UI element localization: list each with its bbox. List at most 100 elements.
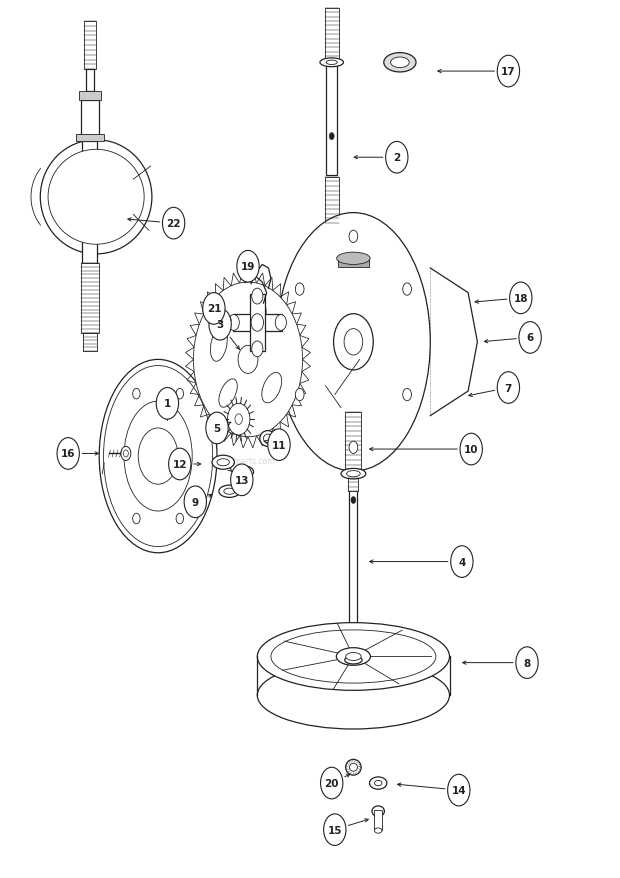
Ellipse shape — [251, 303, 266, 335]
Circle shape — [351, 497, 356, 504]
Ellipse shape — [239, 469, 249, 476]
Bar — [250, 295, 265, 351]
Circle shape — [133, 389, 140, 399]
Text: 2: 2 — [393, 153, 401, 163]
Circle shape — [121, 447, 131, 461]
Ellipse shape — [257, 623, 450, 690]
Circle shape — [295, 389, 304, 401]
Text: 11: 11 — [272, 440, 286, 450]
Text: 14: 14 — [451, 785, 466, 795]
Ellipse shape — [346, 759, 361, 775]
Ellipse shape — [262, 373, 281, 403]
Circle shape — [451, 546, 473, 578]
Bar — [374, 810, 382, 830]
Bar — [348, 474, 358, 492]
Circle shape — [252, 289, 263, 305]
Text: 18: 18 — [513, 293, 528, 304]
Ellipse shape — [282, 220, 425, 465]
Text: 7: 7 — [505, 383, 512, 393]
Circle shape — [448, 774, 470, 806]
Bar — [76, 135, 104, 142]
Ellipse shape — [234, 466, 254, 479]
Ellipse shape — [219, 486, 240, 498]
Circle shape — [403, 284, 412, 296]
Circle shape — [251, 314, 264, 332]
Ellipse shape — [104, 366, 213, 547]
Circle shape — [184, 486, 206, 518]
Bar — [338, 259, 369, 268]
Circle shape — [460, 434, 482, 465]
Ellipse shape — [372, 806, 384, 817]
Ellipse shape — [212, 456, 234, 470]
Text: 9: 9 — [192, 497, 199, 507]
Text: 12: 12 — [172, 459, 187, 470]
Circle shape — [237, 251, 259, 283]
Text: 20: 20 — [324, 778, 339, 788]
Bar — [81, 263, 99, 334]
Bar — [81, 101, 99, 136]
Circle shape — [162, 208, 185, 240]
Bar — [232, 314, 282, 332]
Text: 4: 4 — [458, 557, 466, 567]
Text: 3: 3 — [216, 320, 224, 330]
Ellipse shape — [326, 61, 337, 65]
Ellipse shape — [264, 435, 272, 443]
Bar — [345, 413, 361, 470]
Circle shape — [510, 283, 532, 314]
Text: 16: 16 — [61, 449, 76, 459]
Circle shape — [334, 314, 373, 371]
Bar — [79, 92, 101, 101]
Circle shape — [324, 814, 346, 846]
Bar — [350, 648, 357, 660]
Text: 21: 21 — [206, 304, 221, 314]
Ellipse shape — [217, 459, 229, 466]
Circle shape — [344, 329, 363, 356]
Circle shape — [349, 231, 358, 243]
Circle shape — [123, 450, 128, 457]
Bar — [86, 70, 94, 92]
Text: 22: 22 — [166, 219, 181, 229]
Ellipse shape — [374, 828, 382, 833]
Circle shape — [329, 133, 334, 140]
Circle shape — [252, 342, 263, 357]
Bar — [350, 623, 356, 650]
Text: 13: 13 — [234, 475, 249, 486]
Bar — [326, 65, 337, 176]
Circle shape — [169, 449, 191, 480]
Circle shape — [497, 372, 520, 404]
Circle shape — [295, 284, 304, 296]
Circle shape — [519, 322, 541, 354]
Text: 8: 8 — [523, 658, 531, 668]
Text: 5: 5 — [213, 423, 221, 434]
Ellipse shape — [391, 58, 409, 68]
Circle shape — [193, 283, 303, 437]
Circle shape — [228, 315, 239, 331]
Text: 6: 6 — [526, 333, 534, 343]
Text: 19: 19 — [241, 262, 255, 272]
Circle shape — [203, 293, 225, 325]
Circle shape — [209, 309, 231, 341]
Ellipse shape — [346, 653, 361, 660]
Circle shape — [268, 429, 290, 461]
Bar — [325, 177, 339, 224]
Circle shape — [156, 388, 179, 420]
Circle shape — [386, 142, 408, 174]
Ellipse shape — [40, 140, 152, 255]
Ellipse shape — [341, 469, 366, 479]
Ellipse shape — [48, 150, 144, 245]
Bar — [344, 227, 363, 263]
Ellipse shape — [210, 328, 228, 362]
Text: 15: 15 — [327, 824, 342, 835]
Ellipse shape — [224, 488, 235, 495]
Circle shape — [57, 438, 79, 470]
Text: ereplacementparts.com: ereplacementparts.com — [184, 457, 275, 465]
Circle shape — [231, 464, 253, 496]
Circle shape — [138, 428, 178, 485]
Circle shape — [176, 514, 184, 524]
Circle shape — [275, 315, 286, 331]
Ellipse shape — [336, 648, 371, 666]
Ellipse shape — [374, 781, 382, 786]
Circle shape — [349, 442, 358, 454]
Ellipse shape — [219, 379, 237, 407]
Circle shape — [497, 56, 520, 88]
